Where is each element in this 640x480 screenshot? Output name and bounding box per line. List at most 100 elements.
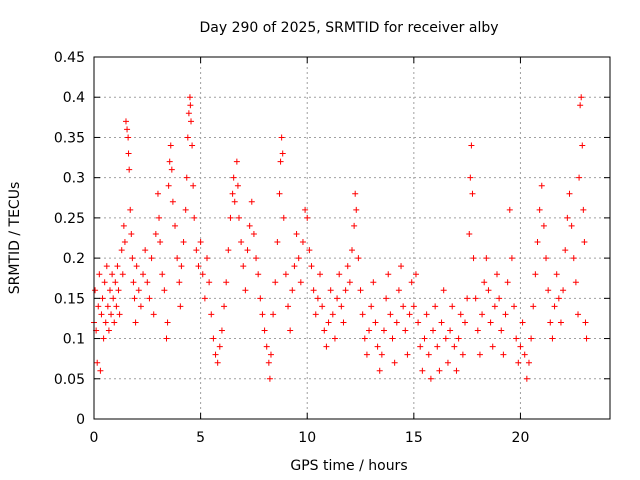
data-point [187,102,194,109]
data-point [109,271,116,278]
data-point [152,230,159,237]
data-point [102,319,109,326]
data-point [127,206,134,213]
data-point [453,367,460,374]
data-point [444,359,451,366]
data-point [528,335,535,342]
data-point [525,359,532,366]
data-point [227,214,234,221]
data-point [125,150,132,157]
y-tick-label: 0.25 [54,211,85,227]
data-point [312,311,319,318]
data-point [174,255,181,262]
data-point [553,271,560,278]
data-point [402,327,409,334]
data-point [140,271,147,278]
data-point [310,287,317,294]
data-point [359,311,366,318]
data-point [580,206,587,213]
data-point [349,247,355,254]
data-point [287,327,294,334]
data-point [103,263,110,270]
data-point [199,271,206,278]
data-point [165,182,172,189]
data-point [166,158,173,165]
data-point [216,343,223,350]
data-point [467,174,474,181]
data-point [263,343,270,350]
data-point [121,239,128,246]
data-point [255,271,262,278]
data-point [177,303,184,310]
data-point [180,239,187,246]
data-point [436,367,443,374]
data-point [195,263,202,270]
data-point [274,239,281,246]
data-point [321,327,328,334]
data-point [493,271,500,278]
data-point [579,142,586,149]
x-tick-label: 0 [90,430,99,446]
grid [94,57,610,419]
data-point [163,335,170,342]
data-point [257,295,264,302]
data-point [564,214,571,221]
data-point [523,375,530,382]
data-point [530,303,537,310]
data-point [385,271,392,278]
data-point [491,303,498,310]
data-point [280,214,287,221]
data-point [246,222,253,229]
data-point [114,263,121,270]
data-point [455,335,462,342]
data-point [182,206,189,213]
x-tick-label: 10 [298,430,316,446]
data-point [342,287,349,294]
data-points [91,94,590,382]
data-point [466,230,473,237]
data-point [355,255,362,262]
data-point [462,319,469,326]
data-point [577,102,584,109]
data-point [469,190,476,197]
data-point [98,311,105,318]
data-point [346,279,353,286]
data-point [353,206,360,213]
data-point [545,287,552,294]
data-point [223,279,230,286]
data-point [157,239,164,246]
data-point [419,367,426,374]
data-point [293,230,300,237]
data-point [168,166,175,173]
data-point [172,222,179,229]
data-point [272,279,279,286]
data-point [457,311,464,318]
data-point [361,335,368,342]
data-point [468,142,475,149]
data-point [302,206,309,213]
data-point [483,255,490,262]
data-point [485,287,492,294]
data-point [434,343,441,350]
data-point [376,367,383,374]
data-point [314,295,321,302]
data-point [129,255,136,262]
data-point [459,351,466,358]
data-point [581,239,588,246]
data-point [487,319,494,326]
data-point [498,327,505,334]
data-point [142,247,149,254]
data-point [395,287,402,294]
data-point [186,94,193,101]
data-point [442,335,449,342]
data-point [447,327,454,334]
data-point [240,263,247,270]
data-point [334,295,341,302]
data-point [547,319,554,326]
data-point [261,327,268,334]
data-point [352,190,359,197]
data-point [511,303,518,310]
data-point [451,343,458,350]
data-point [570,255,577,262]
